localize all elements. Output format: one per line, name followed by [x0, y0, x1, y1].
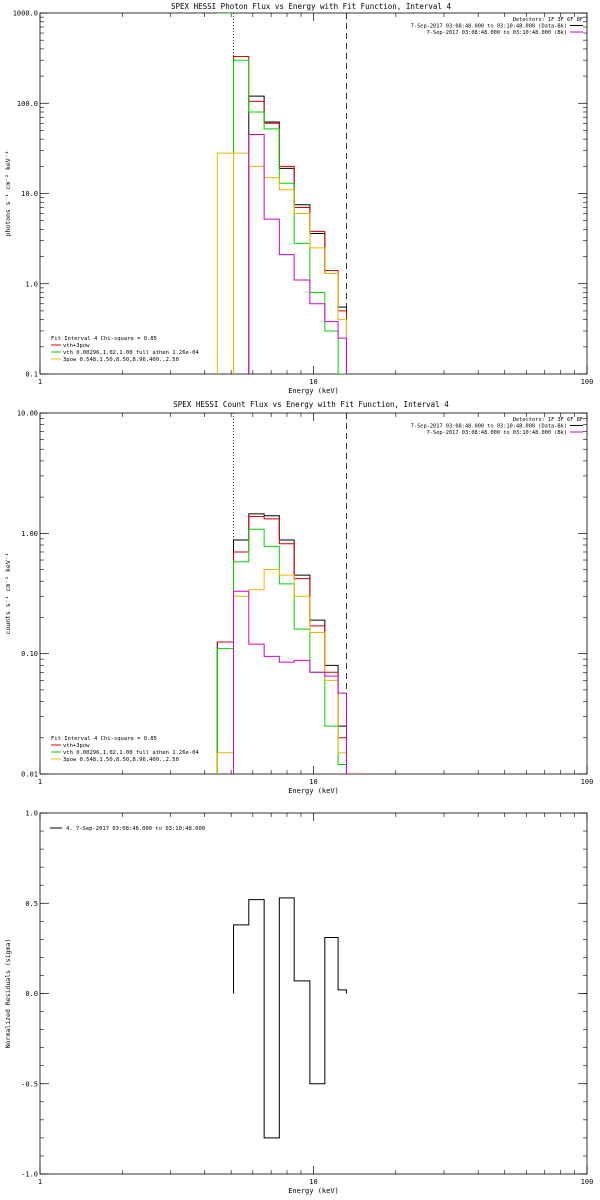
x-axis-label: Energy (keV)	[288, 787, 339, 795]
legend-text: vth 0.00296,1.02,1.00 full athen 1.26e-0…	[63, 750, 199, 756]
legend-text: vth 0.00296,1.02,1.00 full athen 1.26e-0…	[63, 350, 199, 356]
x-tick-label: 10	[309, 1178, 317, 1186]
series-line	[233, 590, 347, 774]
y-tick-label: 1.0	[25, 810, 38, 818]
x-tick-label: 100	[581, 378, 594, 386]
x-tick-label: 10	[309, 778, 317, 786]
series-line	[233, 897, 347, 1139]
series-line	[248, 134, 347, 374]
y-axis-label: counts s⁻¹ cm⁻² keV⁻¹	[4, 552, 12, 634]
series-line	[216, 516, 347, 774]
y-tick-label: -0.5	[21, 1080, 38, 1088]
series-line	[233, 152, 347, 374]
x-axis-label: Energy (keV)	[288, 1187, 339, 1195]
legend-text: 7-Sep-2017 03:08:48.000 to 03:10:48.000 …	[427, 430, 567, 436]
legend-text: vth+3pow	[63, 743, 90, 749]
legend-text: 7-Sep-2017 03:08:48.000 to 03:10:48.000 …	[411, 24, 567, 30]
y-tick-label: 1000.0	[13, 10, 38, 18]
y-tick-label: 0.1	[25, 371, 38, 379]
x-axis-label: Energy (keV)	[288, 387, 339, 395]
chart-title: SPEX HESSI Count Flux vs Energy with Fit…	[173, 400, 449, 409]
x-tick-label: 1	[38, 1178, 42, 1186]
count-flux-chart: SPEX HESSI Count Flux vs Energy with Fit…	[4, 400, 593, 795]
series-line	[248, 95, 347, 374]
legend-text: 3pow 0.548,1.50,8.50,8.96,400.,2.50	[63, 357, 179, 363]
photon-flux-chart: SPEX HESSI Photon Flux vs Energy with Fi…	[4, 2, 593, 395]
series-line	[233, 59, 347, 374]
plot-frame	[39, 412, 588, 775]
x-tick-label: 100	[581, 778, 594, 786]
legend-text: vth+3pow	[63, 343, 90, 349]
legend-text: Detectors: 1F 3F 6F 8F	[513, 17, 583, 23]
legend-text: 7-Sep-2017 03:08:48.000 to 03:10:48.000 …	[411, 424, 567, 430]
legend-text: Detectors: 1F 3F 6F 8F	[513, 417, 583, 423]
y-tick-label: 0.5	[25, 900, 38, 908]
x-tick-label: 100	[581, 1178, 594, 1186]
y-tick-label: 100.0	[17, 100, 38, 108]
y-axis-label: Normalized Residuals (sigma)	[4, 939, 12, 1049]
series-group	[216, 13, 347, 374]
series-line	[216, 528, 347, 774]
series-line	[216, 569, 347, 774]
legend-text: 7-Sep-2017 03:08:48.000 to 03:10:48.000 …	[427, 30, 567, 36]
residuals-chart: 1 10 100 Energy (keV) -1.0 -0.5 0.0 0.5 1.0 Norma…	[4, 810, 593, 1196]
y-tick-label: 10.00	[17, 410, 38, 418]
y-tick-label: 0.0	[25, 990, 38, 998]
y-tick-label: 1.00	[21, 530, 38, 538]
y-tick-label: -1.0	[21, 1171, 38, 1179]
x-tick-label: 1	[38, 778, 42, 786]
y-tick-label: 10.0	[21, 190, 38, 198]
y-tick-label: 0.01	[21, 771, 38, 779]
series-group	[216, 513, 362, 774]
legend-text: Fit Interval 4 Chi-square = 0.85	[51, 736, 157, 742]
chart-title: SPEX HESSI Photon Flux vs Energy with Fi…	[171, 2, 451, 11]
series-line	[233, 55, 347, 374]
y-axis-label: photons s⁻¹ cm⁻² keV⁻¹	[4, 150, 12, 236]
plot-frame	[39, 12, 588, 375]
plot-frame	[39, 812, 588, 1175]
legend-text: 4. 7-Sep-2017 03:08:48.000 to 03:10:48.0…	[66, 826, 205, 832]
series-group	[233, 897, 347, 1139]
series-line	[216, 513, 347, 774]
x-tick-label: 10	[309, 378, 317, 386]
legend-text: 3pow 0.548,1.50,8.50,8.96,400.,2.50	[63, 757, 179, 763]
y-tick-label: 0.10	[21, 650, 38, 658]
x-tick-label: 1	[38, 378, 42, 386]
series-line	[216, 152, 234, 374]
legend-text: Fit Interval 4 Chi-square = 0.85	[51, 336, 157, 342]
y-tick-label: 1.0	[25, 280, 38, 288]
